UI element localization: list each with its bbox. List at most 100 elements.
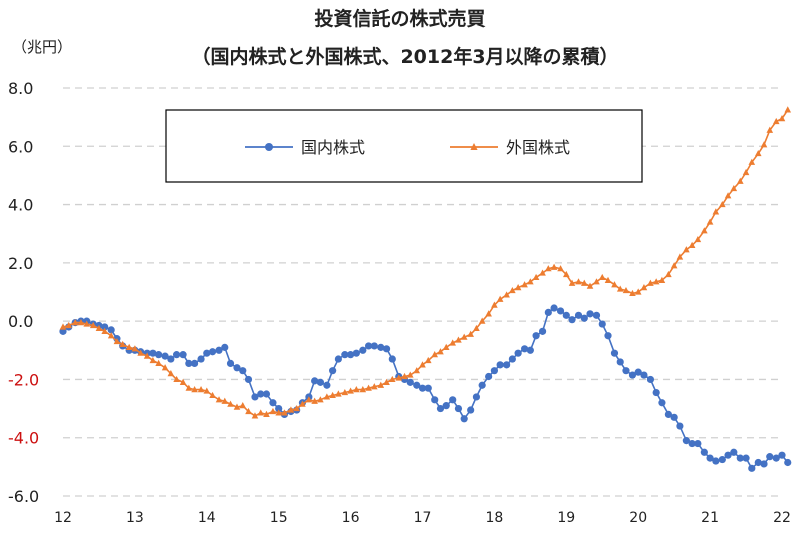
data-point (424, 384, 432, 392)
data-point (185, 359, 193, 367)
data-point (736, 177, 744, 184)
data-point (652, 388, 660, 397)
data-point (664, 410, 672, 418)
data-point (197, 386, 205, 393)
data-point (149, 356, 157, 364)
data-point (532, 332, 540, 340)
data-point (431, 396, 439, 404)
data-point (772, 454, 780, 462)
data-point (143, 352, 151, 359)
data-point (161, 352, 169, 360)
data-point (95, 324, 103, 332)
data-point (694, 235, 702, 243)
legend-box (165, 109, 643, 183)
data-point (101, 323, 109, 331)
data-point (263, 410, 270, 417)
x-tick-label: 13 (126, 510, 144, 526)
x-axis: 12 13 14 15 16 17 18 19 20 21 22 (54, 510, 791, 526)
data-point (131, 345, 139, 352)
data-point (509, 286, 516, 294)
data-point (730, 448, 738, 456)
chart-title: 投資信託の株式売買 (314, 7, 485, 30)
data-point (323, 393, 331, 400)
data-point (640, 371, 648, 379)
data-point (371, 383, 378, 390)
data-point (521, 281, 528, 288)
data-point (65, 321, 73, 329)
data-point (239, 367, 247, 375)
chart-subtitle: （国内株式と外国株式、2012年3月以降の累積） (191, 45, 618, 68)
data-point (622, 286, 630, 294)
data-point (359, 386, 367, 393)
data-point (503, 291, 510, 298)
data-point (125, 343, 133, 350)
data-point (539, 269, 546, 276)
x-tick-label: 16 (342, 510, 360, 526)
legend-marker (265, 143, 273, 151)
data-point (598, 320, 606, 328)
data-point (568, 316, 576, 324)
data-point (329, 367, 337, 375)
data-point (167, 355, 175, 363)
series-domestic (59, 304, 792, 472)
data-point (629, 289, 636, 297)
data-point (370, 342, 378, 350)
data-point (719, 200, 726, 208)
data-point (221, 397, 229, 404)
data-point (616, 358, 624, 366)
data-point (359, 346, 367, 354)
data-point (742, 454, 750, 462)
data-point (598, 273, 606, 281)
data-point (682, 437, 690, 445)
data-point (611, 281, 618, 288)
data-point (455, 336, 462, 343)
data-point (766, 453, 774, 461)
data-point (634, 368, 642, 376)
data-point (676, 253, 684, 260)
data-point (299, 400, 306, 407)
data-point (287, 406, 295, 413)
data-point (101, 327, 109, 334)
data-point (382, 345, 391, 353)
data-point (77, 319, 85, 326)
data-point (712, 457, 720, 465)
data-point (670, 413, 678, 421)
data-point (478, 317, 486, 324)
x-tick-label: 20 (629, 510, 647, 526)
data-point (226, 359, 235, 367)
data-point (563, 270, 570, 278)
data-point (449, 396, 457, 404)
legend-label: 外国株式 (506, 138, 570, 157)
data-point (485, 310, 492, 317)
data-point (215, 396, 223, 403)
data-point (754, 458, 762, 467)
data-point (694, 439, 702, 448)
data-point (701, 227, 708, 234)
data-point (622, 367, 630, 375)
data-point (526, 346, 534, 354)
data-point (161, 364, 169, 371)
data-point (347, 351, 355, 359)
data-point (532, 273, 540, 281)
data-point (485, 372, 493, 381)
y-tick-label: -6.0 (8, 487, 39, 506)
data-point (580, 314, 588, 322)
data-point (107, 326, 115, 334)
data-point (562, 311, 570, 319)
y-axis: 8.0 6.0 4.0 2.0 0.0 -2.0 -4.0 -6.0 (8, 79, 39, 506)
x-tick-label: 18 (485, 510, 503, 526)
data-point (239, 402, 247, 409)
data-point (347, 387, 354, 394)
data-point (251, 393, 259, 401)
data-point (197, 355, 205, 363)
y-tick-label: 2.0 (8, 254, 33, 273)
data-point (257, 390, 265, 398)
data-point (580, 279, 588, 286)
data-point (592, 311, 601, 319)
data-point (778, 115, 786, 122)
y-axis-unit: （兆円） (12, 38, 72, 56)
legend-marker (470, 143, 478, 150)
data-point (437, 348, 444, 355)
data-point (460, 415, 468, 423)
data-point (586, 310, 594, 318)
